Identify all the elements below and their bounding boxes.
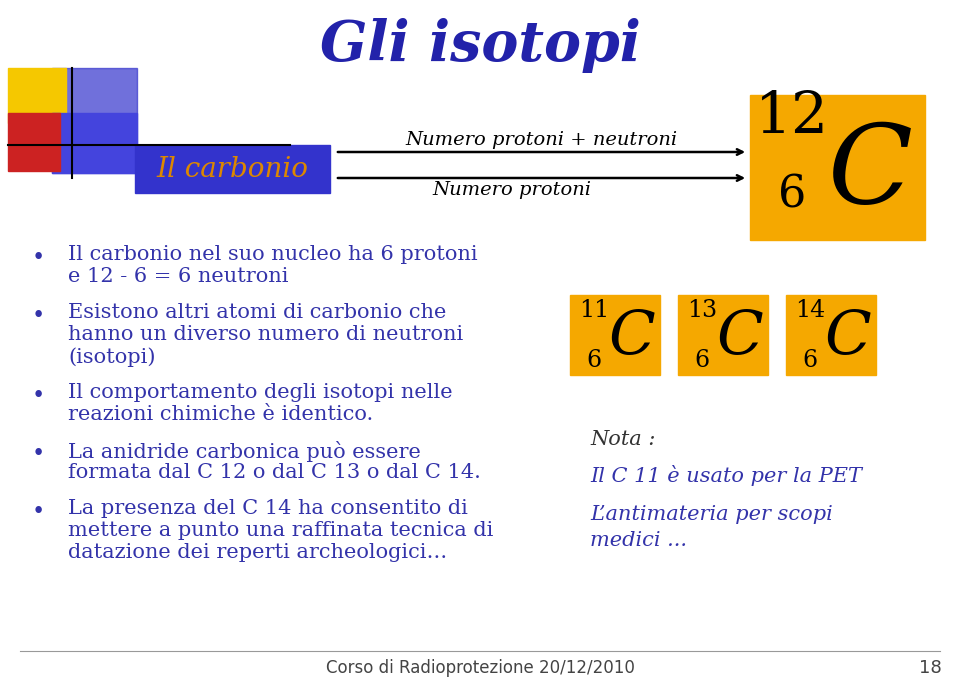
Bar — [678, 295, 768, 375]
Text: e 12 - 6 = 6 neutroni: e 12 - 6 = 6 neutroni — [68, 267, 289, 286]
Text: L’antimateria per scopi: L’antimateria per scopi — [590, 505, 832, 524]
Text: •: • — [32, 443, 44, 465]
Text: mettere a punto una raffinata tecnica di: mettere a punto una raffinata tecnica di — [68, 521, 493, 540]
Bar — [8, 113, 60, 171]
Bar — [52, 68, 137, 173]
Text: 13: 13 — [687, 299, 717, 321]
Text: •: • — [32, 247, 44, 269]
Text: Il carbonio nel suo nucleo ha 6 protoni: Il carbonio nel suo nucleo ha 6 protoni — [68, 245, 478, 264]
Text: C: C — [609, 307, 656, 367]
Bar — [786, 295, 876, 375]
Bar — [570, 295, 660, 375]
Text: 6: 6 — [778, 173, 806, 216]
Text: Il C 11 è usato per la PET: Il C 11 è usato per la PET — [590, 465, 862, 486]
Text: 18: 18 — [919, 659, 942, 677]
Text: Nota :: Nota : — [590, 430, 656, 449]
Bar — [135, 145, 330, 193]
Text: Esistono altri atomi di carbonio che: Esistono altri atomi di carbonio che — [68, 303, 446, 322]
Bar — [52, 113, 137, 173]
Text: 11: 11 — [579, 299, 610, 321]
Text: 12: 12 — [755, 89, 829, 145]
Text: 6: 6 — [587, 348, 602, 372]
Text: 6: 6 — [803, 348, 818, 372]
Bar — [8, 68, 66, 123]
Text: Numero protoni + neutroni: Numero protoni + neutroni — [405, 131, 678, 149]
Text: C: C — [828, 120, 913, 227]
Text: Il comportamento degli isotopi nelle: Il comportamento degli isotopi nelle — [68, 383, 452, 402]
Text: C: C — [716, 307, 763, 367]
Text: La presenza del C 14 ha consentito di: La presenza del C 14 ha consentito di — [68, 499, 468, 518]
Text: (isotopi): (isotopi) — [68, 347, 156, 367]
Text: Gli isotopi: Gli isotopi — [320, 17, 640, 73]
Text: hanno un diverso numero di neutroni: hanno un diverso numero di neutroni — [68, 325, 464, 344]
Text: formata dal C 12 o dal C 13 o dal C 14.: formata dal C 12 o dal C 13 o dal C 14. — [68, 463, 481, 482]
Text: Corso di Radioprotezione 20/12/2010: Corso di Radioprotezione 20/12/2010 — [325, 659, 635, 677]
Text: •: • — [32, 305, 44, 327]
Bar — [750, 95, 925, 240]
Text: reazioni chimiche è identico.: reazioni chimiche è identico. — [68, 405, 373, 424]
Text: 6: 6 — [694, 348, 709, 372]
Text: •: • — [32, 501, 44, 523]
Text: datazione dei reperti archeologici…: datazione dei reperti archeologici… — [68, 543, 447, 562]
Text: Numero protoni: Numero protoni — [432, 181, 591, 199]
Text: La anidride carbonica può essere: La anidride carbonica può essere — [68, 441, 420, 462]
Text: C: C — [825, 307, 872, 367]
Text: medici ...: medici ... — [590, 531, 687, 550]
Text: 14: 14 — [795, 299, 826, 321]
Text: Il carbonio: Il carbonio — [156, 155, 308, 182]
Text: •: • — [32, 385, 44, 407]
